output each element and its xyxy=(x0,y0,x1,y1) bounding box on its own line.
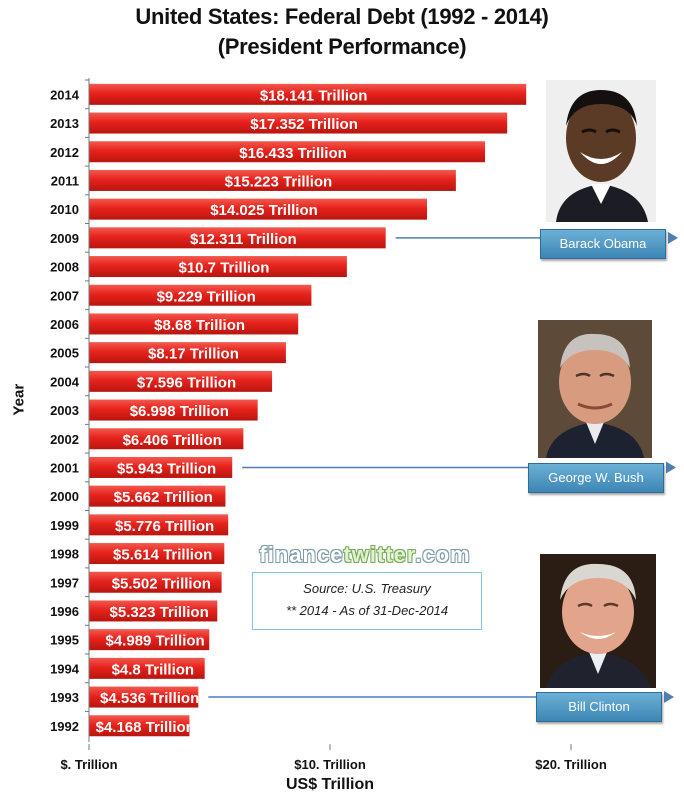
data-label-2002: $6.406 Trillion xyxy=(123,432,222,449)
x-tick-label-0: $. Trillion xyxy=(60,757,117,772)
data-label-2000: $5.662 Trillion xyxy=(114,489,213,506)
bar-2000 xyxy=(89,485,226,507)
bush-photo xyxy=(538,320,652,458)
y-tick-label-2001: 2001 xyxy=(50,460,79,475)
y-tick-label-2009: 2009 xyxy=(50,231,79,246)
callout-clinton: Bill Clinton xyxy=(536,692,662,722)
watermark-plain: finance xyxy=(259,542,344,567)
y-tick-label-1995: 1995 xyxy=(50,633,79,648)
obama-portrait-icon xyxy=(546,80,656,222)
bar-1994 xyxy=(89,657,205,679)
y-tick-label-1996: 1996 xyxy=(50,604,79,619)
y-tick-label-1993: 1993 xyxy=(50,690,79,705)
bar-1992 xyxy=(89,715,190,737)
callout-bush: George W. Bush xyxy=(528,463,664,493)
bar-2001 xyxy=(89,456,233,478)
data-label-2009: $12.311 Trillion xyxy=(190,231,297,248)
data-label-2008: $10.7 Trillion xyxy=(178,260,269,277)
arrow-tip-icon xyxy=(666,461,676,474)
data-label-2013: $17.352 Trillion xyxy=(250,116,358,133)
y-tick-label-2006: 2006 xyxy=(50,317,79,332)
data-label-2014: $18.141 Trillion xyxy=(260,87,368,104)
y-tick-label-2003: 2003 xyxy=(50,403,79,418)
data-label-2007: $9.229 Trillion xyxy=(157,288,256,305)
data-label-2011: $15.223 Trillion xyxy=(225,173,333,190)
x-tick-label-10: $10. Trillion xyxy=(294,757,366,772)
callout-obama: Barack Obama xyxy=(540,229,666,259)
data-label-2004: $7.596 Trillion xyxy=(137,374,236,391)
data-label-1994: $4.8 Trillion xyxy=(112,661,195,678)
bar-2014 xyxy=(89,83,527,105)
data-label-2012: $16.433 Trillion xyxy=(239,145,347,162)
chart-title: United States: Federal Debt (1992 - 2014… xyxy=(135,4,549,29)
arrow-tip-icon xyxy=(668,231,678,244)
bar-2011 xyxy=(89,169,456,191)
watermark-logo: financetwitter.com xyxy=(250,542,480,568)
bush-portrait-icon xyxy=(538,320,652,458)
watermark-tail: .com xyxy=(415,542,471,567)
bar-2012 xyxy=(89,141,486,163)
y-tick-label-2004: 2004 xyxy=(50,374,80,389)
bar-2009 xyxy=(89,227,386,249)
y-tick-label-2014: 2014 xyxy=(50,87,80,102)
source-line-1: Source: U.S. Treasury xyxy=(303,581,431,596)
clinton-portrait-icon xyxy=(540,554,656,688)
y-tick-label-1992: 1992 xyxy=(50,719,79,734)
bar-1995 xyxy=(89,629,210,651)
bar-1999 xyxy=(89,514,229,536)
y-tick-label-2007: 2007 xyxy=(50,288,79,303)
bar-1997 xyxy=(89,571,222,593)
y-tick-label-1998: 1998 xyxy=(50,547,79,562)
obama-photo xyxy=(546,80,656,222)
y-tick-label-2008: 2008 xyxy=(50,260,79,275)
chart-subtitle: (President Performance) xyxy=(217,34,467,59)
data-label-2010: $14.025 Trillion xyxy=(210,202,318,219)
bar-1998 xyxy=(89,543,225,565)
data-label-1995: $4.989 Trillion xyxy=(106,633,205,650)
data-label-2005: $8.17 Trillion xyxy=(148,346,239,363)
watermark-highlight: twitter xyxy=(343,542,416,567)
bar-2004 xyxy=(89,370,273,392)
y-tick-label-2000: 2000 xyxy=(50,489,79,504)
x-axis-title: US$ Trillion xyxy=(285,776,374,793)
y-tick-label-2002: 2002 xyxy=(50,432,79,447)
bar-2007 xyxy=(89,284,312,306)
x-tick-label-20: $20. Trillion xyxy=(535,757,607,772)
bar-2006 xyxy=(89,313,299,335)
y-tick-label-2012: 2012 xyxy=(50,145,79,160)
data-label-1999: $5.776 Trillion xyxy=(115,518,214,535)
bar-2010 xyxy=(89,198,428,220)
bar-1993 xyxy=(89,686,199,708)
data-label-1998: $5.614 Trillion xyxy=(113,547,212,564)
data-label-1992: $4.168 Trillion xyxy=(96,719,195,736)
y-tick-label-1997: 1997 xyxy=(50,575,79,590)
y-tick-label-2005: 2005 xyxy=(50,346,79,361)
data-label-1993: $4.536 Trillion xyxy=(100,690,199,707)
y-tick-label-1994: 1994 xyxy=(50,661,80,676)
bar-2008 xyxy=(89,256,347,278)
bar-2005 xyxy=(89,342,286,364)
data-label-2001: $5.943 Trillion xyxy=(117,460,216,477)
source-line-2: ** 2014 - As of 31-Dec-2014 xyxy=(285,603,449,618)
bar-2002 xyxy=(89,428,244,450)
bar-2003 xyxy=(89,399,258,421)
source-note: Source: U.S. Treasury ** 2014 - As of 31… xyxy=(252,572,482,630)
data-label-1997: $5.502 Trillion xyxy=(112,575,211,592)
clinton-photo xyxy=(540,554,656,688)
y-tick-label-2013: 2013 xyxy=(50,116,79,131)
bar-1996 xyxy=(89,600,218,622)
y-tick-label-1999: 1999 xyxy=(50,518,79,533)
arrow-tip-icon xyxy=(664,691,674,704)
data-label-2003: $6.998 Trillion xyxy=(130,403,229,420)
bar-2013 xyxy=(89,112,508,134)
y-tick-label-2010: 2010 xyxy=(50,202,79,217)
y-tick-label-2011: 2011 xyxy=(51,173,79,188)
data-label-2006: $8.68 Trillion xyxy=(154,317,245,334)
data-label-1996: $5.323 Trillion xyxy=(110,604,209,621)
